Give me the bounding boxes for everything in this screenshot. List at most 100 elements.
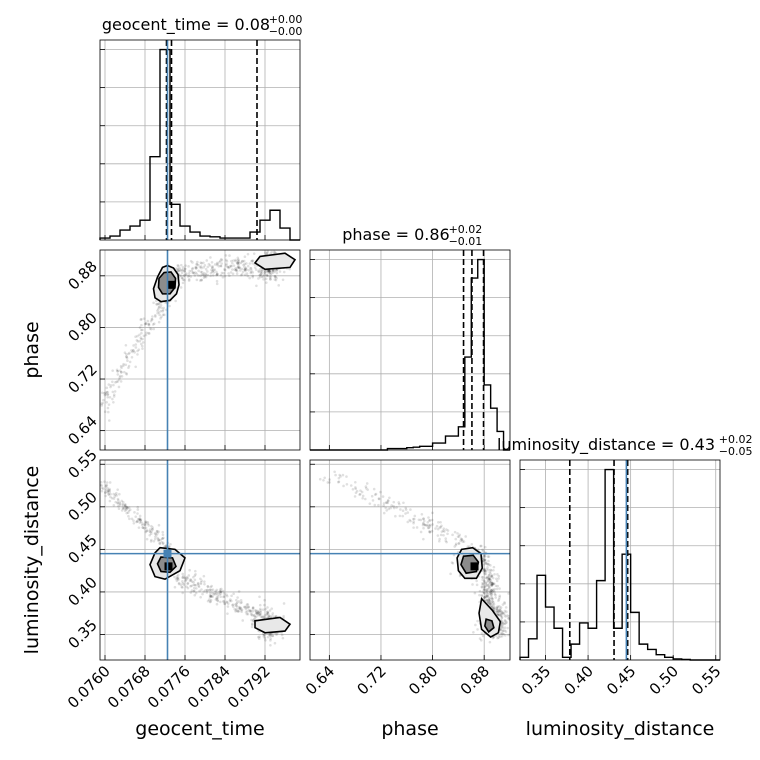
sample-point [143, 523, 146, 526]
sample-point [449, 572, 452, 576]
sample-point [421, 523, 425, 527]
sample-point [483, 558, 487, 561]
sample-point [105, 483, 109, 487]
sample-point [109, 495, 112, 499]
sample-point [263, 251, 267, 254]
sample-point [262, 278, 265, 281]
sample-point [382, 502, 386, 505]
y-axis-phase: 0.64 0.72 0.80 0.88 phase [21, 257, 101, 448]
sample-point [422, 517, 425, 520]
sample-point [491, 590, 494, 593]
sample-point [268, 277, 272, 281]
sample-point [273, 270, 277, 273]
sample-point [254, 609, 258, 613]
sample-point [486, 589, 490, 593]
sample-point [491, 597, 494, 601]
sample-point [275, 633, 278, 636]
sample-point [216, 598, 219, 602]
sample-point [236, 259, 240, 262]
sample-point [482, 588, 486, 592]
sample-point [123, 506, 126, 510]
sample-point [189, 275, 193, 278]
sample-point [213, 268, 217, 272]
sample-point [488, 574, 491, 577]
sample-point [453, 530, 457, 534]
sample-point [119, 370, 123, 374]
sample-point [138, 521, 142, 524]
sample-point [157, 302, 160, 305]
sample-point [454, 542, 458, 546]
sample-point [363, 497, 367, 501]
sample-point [487, 577, 491, 581]
sample-point [179, 269, 182, 272]
sample-point [256, 611, 259, 615]
sample-point [490, 584, 494, 587]
sample-point [251, 259, 255, 263]
sample-point [426, 524, 429, 528]
y-axis-label: phase [21, 321, 43, 378]
sample-point [181, 580, 184, 583]
sample-point [492, 601, 495, 604]
sample-point [118, 502, 122, 505]
sample-point [239, 606, 243, 610]
sample-point [145, 331, 148, 335]
sample-point [161, 313, 165, 317]
sample-point [197, 585, 201, 589]
sample-point [480, 585, 484, 589]
sample-point [246, 252, 250, 256]
contour-outer [253, 252, 297, 271]
sample-point [358, 492, 362, 496]
sample-point [110, 496, 114, 500]
sample-point [193, 274, 197, 277]
sample-point [496, 612, 500, 616]
sample-point [262, 634, 266, 637]
sample-point [141, 347, 144, 350]
sample-point [114, 381, 117, 384]
sample-point [252, 613, 256, 617]
sample-point [262, 275, 265, 278]
sample-point [106, 393, 109, 396]
sample-point [259, 609, 262, 612]
sample-point [219, 257, 223, 261]
sample-point [499, 628, 503, 632]
sample-point [265, 281, 268, 284]
sample-point [484, 595, 488, 598]
sample-point [486, 580, 489, 583]
sample-point [404, 512, 407, 515]
sample-point [193, 583, 197, 587]
sample-point [154, 315, 157, 318]
sample-point [401, 509, 405, 513]
sample-point [216, 594, 220, 598]
sample-point [230, 594, 233, 598]
sample-point [211, 274, 215, 277]
sample-point [184, 579, 187, 583]
sample-point [138, 518, 142, 522]
sample-point [487, 586, 491, 590]
sample-point [281, 636, 285, 640]
sample-point [232, 264, 236, 267]
sample-point [205, 591, 209, 594]
sample-point [111, 380, 114, 384]
sample-point [142, 334, 146, 338]
sample-point [275, 246, 278, 249]
sample-point [236, 256, 240, 260]
sample-point [266, 606, 269, 609]
sample-point [194, 267, 198, 270]
sample-point [487, 568, 490, 572]
sample-point [234, 604, 238, 607]
sample-point [146, 319, 150, 323]
sample-point [498, 609, 502, 612]
sample-point [91, 481, 94, 484]
sample-point [105, 481, 109, 484]
sample-point [386, 499, 390, 503]
sample-point [260, 275, 264, 279]
sample-point [109, 385, 112, 389]
sample-point [209, 595, 212, 598]
sample-point [267, 614, 271, 618]
y-tick-label: 0.35 [64, 616, 100, 652]
sample-point [187, 265, 190, 268]
sample-point [345, 475, 348, 478]
sample-point [163, 545, 167, 548]
sample-point [482, 582, 485, 586]
sample-point [108, 481, 112, 484]
